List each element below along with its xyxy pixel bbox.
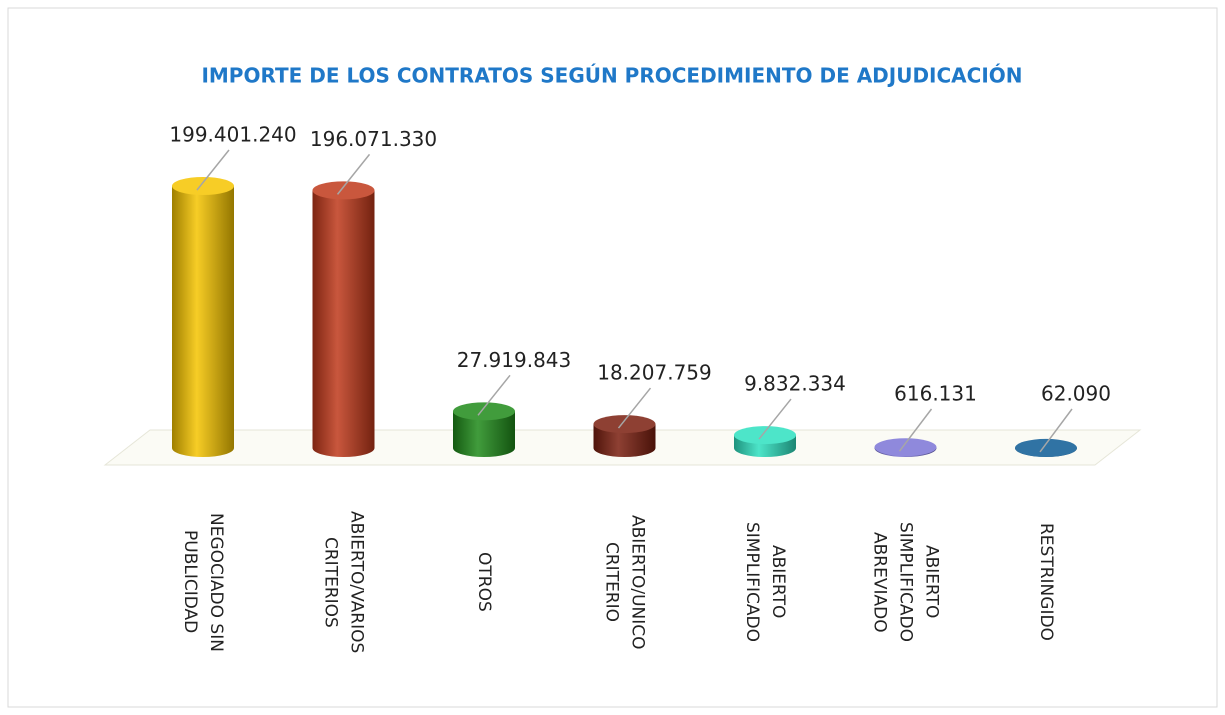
bar-top	[172, 177, 234, 195]
data-label: 62.090	[1041, 382, 1111, 406]
data-label: 9.832.334	[744, 372, 846, 396]
data-label: 199.401.240	[169, 123, 296, 147]
x-tick-label: ABIERTO SIMPLIFICADO	[742, 522, 788, 642]
chart-title: IMPORTE DE LOS CONTRATOS SEGÚN PROCEDIMI…	[201, 64, 1022, 88]
x-tick-label: OTROS	[474, 552, 494, 612]
x-tick-label: ABIERTO/UNICO CRITERIO	[601, 514, 648, 650]
bar-top	[734, 426, 796, 445]
bar-top	[312, 181, 375, 200]
bar	[172, 186, 234, 457]
leader-line	[196, 149, 230, 191]
bar-top	[593, 415, 656, 434]
data-label: 27.919.843	[457, 348, 572, 372]
x-tick-label: ABIERTO SIMPLIFICADO ABREVIADO	[869, 522, 942, 642]
x-tick-label: ABIERTO/VARIOS CRITERIOS	[320, 510, 367, 654]
x-tick-label: RESTRINGIDO	[1036, 523, 1056, 641]
bar-top	[874, 438, 937, 457]
bar	[312, 190, 375, 457]
data-label: 616.131	[894, 382, 977, 406]
bar-top	[453, 402, 515, 421]
leader-line	[1039, 408, 1073, 453]
leader-line	[617, 387, 652, 429]
leader-line	[336, 153, 371, 195]
data-label: 18.207.759	[597, 361, 712, 385]
bar-top	[1015, 438, 1077, 457]
x-tick-label: NEGOCIADO SIN PUBLICIDAD	[180, 512, 226, 652]
bar	[453, 411, 515, 457]
data-label: 196.071.330	[310, 127, 437, 151]
bar	[593, 424, 656, 457]
leader-line	[898, 408, 933, 452]
leader-line	[477, 374, 511, 416]
leader-line	[758, 398, 792, 440]
